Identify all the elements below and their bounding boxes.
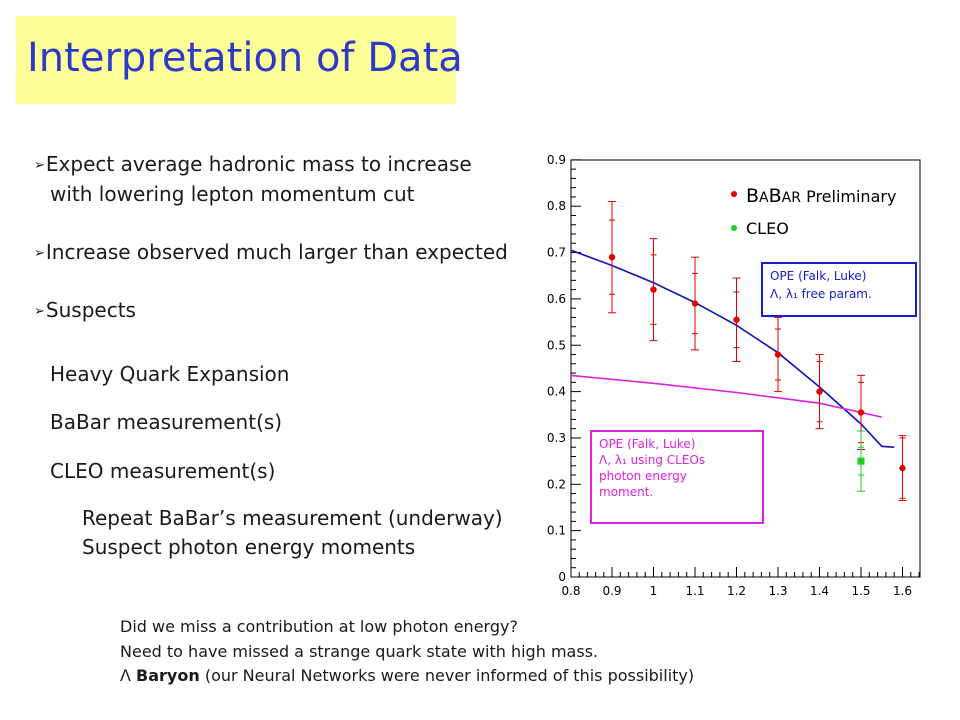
x-tick-label: 0.9 (602, 584, 621, 598)
babar-data-point (650, 286, 657, 293)
bullet-1-text: Expect average hadronic mass to increase (45, 152, 472, 176)
cleo-legend-label: CLEO (746, 219, 789, 238)
lambda-symbol: Λ (120, 666, 131, 685)
arrow-bullet-icon: ➢ (34, 158, 45, 173)
x-tick-label: 0.8 (561, 584, 580, 598)
ope-cleo-box (590, 430, 764, 524)
babar-data-point (899, 464, 906, 472)
cleo-sub-item: Repeat BaBar’s measurement (underway) (82, 506, 503, 530)
x-tick-label: 1.1 (685, 584, 704, 598)
page-title: Interpretation of Data (27, 35, 463, 81)
annotation-text: OPE (Falk, Luke) (770, 269, 867, 283)
annotation-text: photon energy (599, 469, 687, 483)
baryon-rest: (our Neural Networks were never informed… (204, 666, 695, 685)
y-tick-label: 0.4 (547, 385, 566, 399)
arrow-bullet-icon: ➢ (34, 246, 45, 261)
x-tick-label: 1.6 (893, 584, 912, 598)
suspect-item: CLEO measurement(s) (50, 459, 276, 483)
y-tick-label: 0.5 (547, 338, 566, 352)
y-tick-label: 0.8 (547, 199, 566, 213)
y-tick-label: 0.3 (547, 431, 566, 445)
annotation-text: Λ, λ₁ using CLEOs (599, 453, 705, 467)
y-tick-label: 0.1 (547, 524, 566, 538)
cleo-sub-item: Suspect photon energy moments (82, 535, 416, 559)
babar-data-point (816, 388, 823, 395)
bullet-3: ➢Suspects (34, 298, 136, 322)
babar-data-point (608, 253, 616, 261)
babar-data-point (774, 351, 782, 358)
babar-data-point (733, 316, 740, 323)
x-tick-label: 1.2 (727, 584, 746, 598)
x-tick-label: 1.4 (810, 584, 829, 598)
x-tick-label: 1.3 (768, 584, 787, 598)
cleo-data-point (857, 457, 865, 465)
y-tick-label: 0.6 (547, 292, 566, 306)
note-baryon: Λ Baryon (our Neural Networks were never… (120, 666, 694, 685)
arrow-bullet-icon: ➢ (34, 304, 45, 319)
ope-free-param-box (761, 262, 917, 317)
annotation-text: Λ, λ₁ free param. (770, 287, 872, 301)
x-tick-label: 1.5 (851, 584, 870, 598)
x-tick-label: 1 (650, 584, 658, 598)
baryon-word: Baryon (136, 666, 200, 685)
bullet-1: ➢Expect average hadronic mass to increas… (34, 152, 472, 176)
ope-cleo-moment-curve (570, 374, 882, 418)
y-tick-label: 0.7 (547, 246, 566, 260)
cleo-legend-marker (731, 225, 737, 231)
suspect-item: BaBar measurement(s) (50, 410, 283, 434)
y-tick-label: 0.2 (547, 477, 566, 491)
bullet-2: ➢Increase observed much larger than expe… (34, 240, 508, 264)
y-tick-label: 0.9 (547, 153, 566, 167)
note-line: Need to have missed a strange quark stat… (120, 642, 599, 661)
bullet-2-text: Increase observed much larger than expec… (45, 240, 508, 264)
title-background (16, 16, 456, 104)
bullet-1-continuation: with lowering lepton momentum cut (50, 182, 415, 206)
y-tick-label: 0 (558, 570, 566, 584)
note-line: Did we miss a contribution at low photon… (120, 617, 518, 636)
babar-legend-marker (731, 191, 737, 197)
plot-frame (570, 159, 921, 578)
babar-data-point (857, 409, 865, 416)
annotation-text: moment. (599, 485, 653, 499)
suspect-item: Heavy Quark Expansion (50, 362, 290, 386)
bullet-3-text: Suspects (45, 298, 136, 322)
ope-free-param-curve (570, 249, 895, 448)
babar-legend-label: BABAR Preliminary (746, 185, 896, 207)
annotation-text: OPE (Falk, Luke) (599, 437, 696, 451)
babar-data-point (691, 300, 699, 307)
